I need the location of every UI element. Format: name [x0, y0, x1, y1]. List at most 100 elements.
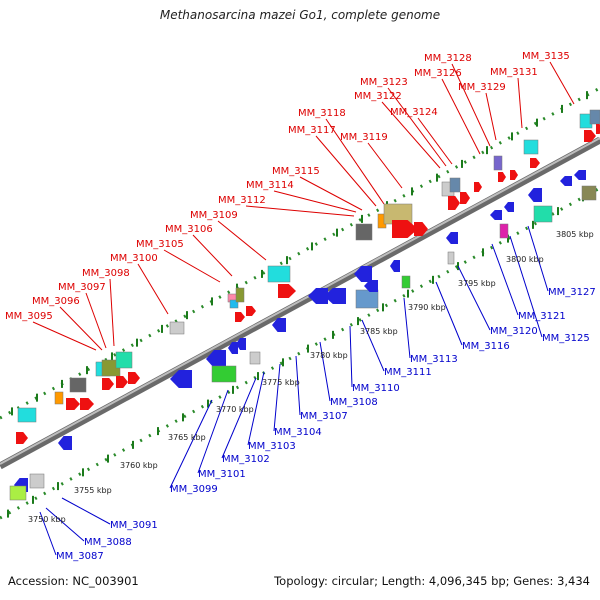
reverse-leader [61, 497, 111, 525]
forward-gene-arrow [596, 124, 600, 134]
scale-label: 3805 kbp [556, 230, 594, 239]
forward-gene-arrow [392, 220, 418, 238]
forward-leader [299, 176, 363, 211]
forward-leader [549, 61, 575, 105]
forward-leader [163, 249, 221, 283]
gene-box [69, 377, 87, 393]
forward-leader [137, 263, 169, 315]
reverse-gene-label: MM_3127 [548, 287, 596, 298]
forward-gene-arrow [448, 196, 460, 210]
reverse-gene-label: MM_3121 [518, 311, 566, 322]
scale-label: 3790 kbp [408, 303, 446, 312]
reverse-gene-arrow [236, 338, 246, 350]
forward-gene-label: MM_3106 [165, 224, 213, 235]
forward-leader [387, 87, 447, 167]
reverse-gene-label: MM_3120 [490, 326, 538, 337]
forward-leader [217, 220, 267, 261]
forward-gene-label: MM_3105 [136, 239, 184, 250]
gene-box [581, 185, 597, 201]
forward-leader [315, 135, 377, 207]
reverse-gene-arrow [354, 266, 372, 282]
forward-gene-arrow [235, 312, 245, 322]
reverse-leader [349, 325, 353, 388]
forward-gene-label: MM_3096 [32, 296, 80, 307]
gene-box [235, 287, 245, 303]
scale-label: 3755 kbp [74, 486, 112, 495]
reverse-gene-arrow [228, 342, 238, 354]
reverse-gene-arrow [58, 436, 72, 450]
forward-gene-label: MM_3126 [414, 68, 462, 79]
reverse-gene-label: MM_3099 [170, 484, 218, 495]
gene-box [493, 155, 503, 171]
leader-lines [32, 61, 575, 556]
forward-leader [273, 190, 357, 213]
reverse-leader [435, 281, 463, 346]
reverse-gene-arrow [272, 318, 286, 332]
forward-gene-label: MM_3098 [82, 268, 130, 279]
forward-gene-arrow [102, 378, 114, 390]
scale-label: 3795 kbp [458, 279, 496, 288]
forward-leader [325, 118, 385, 205]
gene-box [523, 139, 539, 155]
gene-box [401, 275, 411, 289]
reverse-gene-arrow [446, 232, 458, 244]
forward-gene-label: MM_3114 [246, 180, 294, 191]
genome-backbone [0, 136, 600, 470]
gene-box [29, 473, 45, 489]
forward-leader [417, 117, 453, 165]
forward-leader [517, 77, 523, 129]
reverse-leader [169, 399, 213, 489]
forward-gene-labels: MM_3095 MM_3096 MM_3097 MM_3098 MM_3100 MM_31… [5, 51, 570, 322]
reverse-leader [45, 507, 85, 542]
reverse-gene-arrow [490, 210, 502, 220]
forward-gene-arrow [414, 222, 428, 236]
reverse-gene-label: MM_3103 [248, 441, 296, 452]
reverse-gene-arrow [390, 260, 400, 272]
reverse-leader [491, 243, 519, 316]
forward-gene-label: MM_3123 [360, 77, 408, 88]
gene-features [9, 109, 600, 501]
reverse-leader [361, 319, 385, 372]
scale-label: 3760 kbp [120, 461, 158, 470]
reverse-gene-label: MM_3101 [198, 469, 246, 480]
scale-label: 3800 kbp [506, 255, 544, 264]
reverse-gene-labels: MM_3087 MM_3088 MM_3091 MM_3099 MM_3101 MM_31… [56, 287, 596, 562]
reverse-leader [319, 341, 331, 402]
scale-labels: 3750 kbp 3755 kbp 3760 kbp 3765 kbp 3770 kbp… [28, 230, 594, 524]
reverse-gene-arrow [504, 202, 514, 212]
reverse-gene-label: MM_3116 [462, 341, 510, 352]
forward-gene-arrow [116, 376, 128, 388]
reverse-gene-label: MM_3125 [542, 333, 590, 344]
reverse-leader [221, 377, 257, 459]
forward-leader [245, 205, 355, 217]
reverse-gene-label: MM_3113 [410, 354, 458, 365]
forward-leader [381, 101, 441, 169]
forward-gene-label: MM_3118 [298, 108, 346, 119]
forward-gene-arrow [66, 398, 80, 410]
reverse-leader [295, 355, 301, 416]
reverse-gene-label: MM_3091 [110, 520, 158, 531]
reverse-leader [247, 371, 265, 446]
forward-gene-label: MM_3131 [490, 67, 538, 78]
reverse-leader [39, 511, 57, 556]
forward-leader [367, 142, 403, 189]
gene-box [17, 407, 37, 423]
lower-guide-line [0, 186, 600, 520]
forward-gene-arrow [498, 172, 506, 182]
reverse-gene-arrow [206, 350, 226, 368]
forward-gene-arrow [80, 398, 94, 410]
accession-text: Accession: NC_003901 [8, 574, 139, 588]
forward-leader [32, 321, 97, 351]
forward-gene-arrow [246, 306, 256, 316]
forward-gene-arrow [584, 130, 596, 142]
reverse-gene-arrow [574, 170, 586, 180]
reverse-gene-label: MM_3111 [384, 367, 432, 378]
gene-box [589, 109, 600, 125]
scale-label: 3775 kbp [262, 378, 300, 387]
scale-label: 3750 kbp [28, 515, 66, 524]
reverse-gene-label: MM_3088 [84, 537, 132, 548]
forward-leader [85, 292, 107, 349]
forward-gene-label: MM_3115 [272, 166, 320, 177]
forward-leader [441, 78, 481, 155]
